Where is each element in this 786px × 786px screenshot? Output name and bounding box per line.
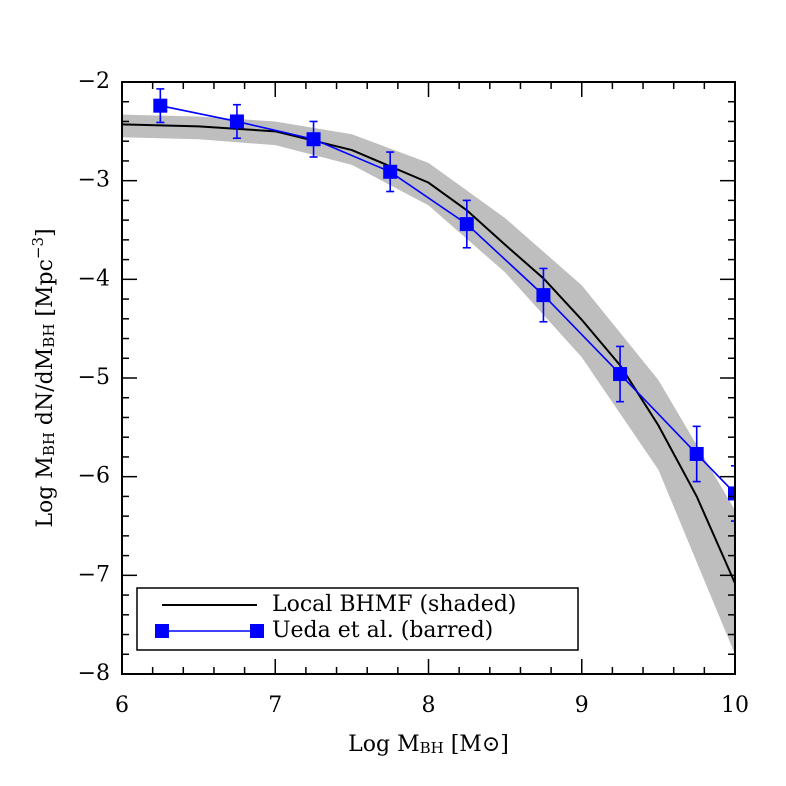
marker	[229, 114, 244, 129]
x-tick-label: 7	[268, 693, 282, 718]
y-tick-label: −3	[78, 168, 110, 193]
y-axis-label: Log MBH dN/dMBH [Mpc−3]	[29, 228, 58, 527]
x-axis-label-part: Log M	[348, 732, 419, 757]
marker	[153, 98, 168, 113]
x-axis-label: Log MBH [M⊙]	[348, 732, 509, 757]
legend-box	[136, 587, 579, 651]
marker	[536, 288, 551, 303]
legend-label: Ueda et al. (barred)	[272, 618, 493, 643]
x-axis-label-part: ⊙	[482, 732, 500, 757]
y-tick-label: −7	[78, 562, 110, 587]
x-axis-label-part: [M	[444, 732, 482, 757]
legend-marker	[155, 624, 169, 638]
legend: Local BHMF (shaded)Ueda et al. (barred)	[136, 587, 579, 651]
x-tick-label: 9	[575, 693, 589, 718]
x-axis-label-part: ]	[500, 732, 509, 757]
x-tick-label: 6	[115, 693, 129, 718]
shaded-band	[122, 114, 735, 655]
y-axis-label-part: dN/dM	[33, 348, 58, 432]
y-axis-label-part: ]	[33, 228, 58, 237]
y-axis-label-part: Log M	[33, 456, 58, 527]
marker	[689, 446, 704, 461]
marker	[306, 132, 321, 147]
error-bar	[731, 465, 735, 522]
x-axis-label-part: BH	[420, 739, 444, 757]
series-line	[122, 123, 735, 584]
marker	[383, 164, 398, 179]
plot-area	[122, 88, 735, 655]
legend-marker	[250, 624, 264, 638]
marker	[459, 217, 474, 232]
y-tick-label: −6	[78, 464, 110, 489]
y-axis-label-part: −3	[29, 237, 47, 259]
y-tick-label: −4	[78, 266, 110, 291]
x-tick-label: 8	[422, 693, 436, 718]
legend-label: Local BHMF (shaded)	[272, 592, 516, 617]
y-axis-label-part: BH	[40, 432, 58, 456]
y-axis-label-part: BH	[40, 324, 58, 348]
y-axis-label-part: [Mpc	[33, 259, 58, 324]
marker	[613, 367, 628, 382]
y-tick-label: −5	[78, 365, 110, 390]
marker	[728, 486, 735, 501]
y-tick-label: −2	[78, 69, 110, 94]
x-tick-label: 10	[721, 693, 749, 718]
y-tick-label: −8	[78, 661, 110, 686]
